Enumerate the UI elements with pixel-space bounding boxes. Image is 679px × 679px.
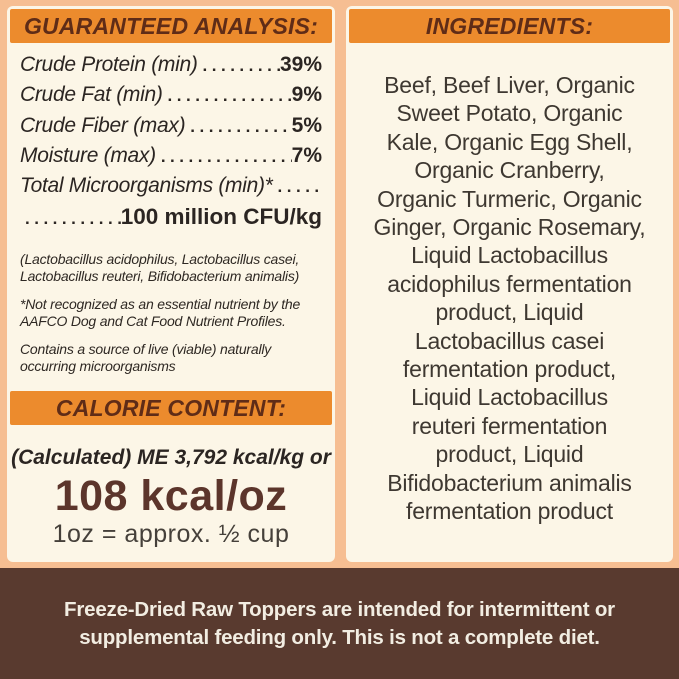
ingredients-line: Ginger, Organic Rosemary, bbox=[373, 214, 646, 241]
ingredients-line: Liquid Lactobacillus bbox=[411, 384, 608, 411]
analysis-row-label: Crude Fiber (max) bbox=[20, 113, 186, 137]
analysis-note-line: AAFCO Dog and Cat Food Nutrient Profiles… bbox=[20, 313, 286, 330]
leader-dots: ............. bbox=[202, 56, 280, 75]
ingredients-line: fermentation product, bbox=[402, 356, 617, 383]
analysis-note-line: Contains a source of live (viable) natur… bbox=[20, 340, 272, 357]
leader-dots: .............. bbox=[25, 209, 121, 229]
analysis-row-value: 7% bbox=[291, 143, 322, 167]
calorie-calculated-line: (Calculated) ME 3,792 kcal/kg or bbox=[11, 446, 331, 469]
leader-dots: .......... bbox=[277, 177, 322, 197]
analysis-row-value: 39% bbox=[279, 53, 322, 76]
analysis-note-line: *Not recognized as an essential nutrient… bbox=[20, 295, 301, 312]
analysis-row: Total Microorganisms (min)*.......... bbox=[20, 174, 322, 204]
ingredients-line: Organic Turmeric, Organic bbox=[377, 185, 642, 212]
ingredients-title: INGREDIENTS: bbox=[425, 12, 594, 39]
ingredients-line: Organic Cranberry, bbox=[414, 157, 605, 184]
analysis-row: Crude Fat (min)..................9% bbox=[20, 83, 322, 113]
ingredients-line: reuteri fermentation bbox=[411, 412, 608, 439]
analysis-note-line: Lactobacillus reuteri, Bifidobacterium a… bbox=[20, 268, 300, 285]
ingredients-line: acidophilus fermentation bbox=[387, 270, 632, 297]
analysis-row-label: Crude Fat (min) bbox=[20, 83, 163, 107]
ingredients-line: Lactobacillus casei bbox=[414, 327, 605, 354]
disclaimer-line: Freeze-Dried Raw Toppers are intended fo… bbox=[64, 597, 615, 621]
footer-disclaimer-bar: Freeze-Dried Raw Toppers are intended fo… bbox=[0, 568, 679, 679]
calorie-content-title: CALORIE CONTENT: bbox=[55, 394, 287, 421]
calorie-serving-line: 1oz = approx. ½ cup bbox=[52, 520, 290, 548]
ingredients-line: Sweet Potato, Organic bbox=[396, 100, 623, 127]
ingredients-line: Kale, Organic Egg Shell, bbox=[386, 128, 633, 155]
ingredients-text: Beef, Beef Liver, Organic Sweet Potato, O… bbox=[346, 43, 673, 526]
analysis-row: ..............100 million CFU/kg bbox=[20, 204, 322, 234]
analysis-row-label: Total Microorganisms (min)* bbox=[20, 174, 273, 198]
analysis-note-line: (Lactobacillus acidophilus, Lactobacillu… bbox=[20, 250, 300, 267]
analysis-note: Contains a source of live (viable) natur… bbox=[20, 341, 322, 376]
analysis-row-value: 9% bbox=[291, 83, 322, 107]
guaranteed-analysis-title: GUARANTEED ANALYSIS: bbox=[23, 12, 319, 39]
ingredients-line: product, Liquid bbox=[435, 441, 584, 468]
analysis-note-line: occurring microorganisms bbox=[20, 358, 176, 375]
ingredients-line: Liquid Lactobacillus bbox=[411, 242, 608, 269]
ingredients-line: Bifidobacterium animalis bbox=[387, 469, 632, 496]
ingredients-panel: INGREDIENTS: Beef, Beef Liver, Organic Sw… bbox=[346, 6, 673, 562]
analysis-rows: Crude Protein (min).............39%Crude… bbox=[7, 43, 335, 235]
ingredients-line: fermentation product bbox=[406, 498, 613, 525]
calorie-content-header: CALORIE CONTENT: bbox=[10, 391, 332, 425]
leader-dots: .................. bbox=[167, 86, 292, 106]
guaranteed-analysis-panel: GUARANTEED ANALYSIS: Crude Protein (min)… bbox=[7, 6, 335, 562]
analysis-row: Crude Fiber (max)................5% bbox=[20, 114, 322, 144]
ingredients-header: INGREDIENTS: bbox=[349, 9, 670, 43]
guaranteed-analysis-header: GUARANTEED ANALYSIS: bbox=[10, 9, 332, 43]
analysis-note: (Lactobacillus acidophilus, Lactobacillu… bbox=[20, 251, 322, 286]
analysis-row: Crude Protein (min).............39% bbox=[20, 53, 322, 83]
calorie-value: 108 kcal/oz bbox=[54, 472, 288, 520]
ingredients-line: product, Liquid bbox=[435, 299, 584, 326]
analysis-note: *Not recognized as an essential nutrient… bbox=[20, 296, 322, 331]
analysis-row-label: Crude Protein (min) bbox=[20, 53, 198, 76]
analysis-notes: (Lactobacillus acidophilus, Lactobacillu… bbox=[7, 235, 335, 376]
leader-dots: ................ bbox=[190, 116, 292, 136]
ingredients-line: Beef, Beef Liver, Organic bbox=[384, 72, 635, 98]
analysis-row: Moisture (max)..................7% bbox=[20, 144, 322, 174]
analysis-row-value: 100 million CFU/kg bbox=[120, 204, 322, 230]
disclaimer-line: supplemental feeding only. This is not a… bbox=[79, 625, 600, 649]
leader-dots: .................. bbox=[160, 146, 292, 166]
disclaimer-text: Freeze-Dried Raw Toppers are intended fo… bbox=[64, 596, 615, 652]
analysis-row-label: Moisture (max) bbox=[20, 143, 156, 167]
analysis-row-value: 5% bbox=[291, 113, 322, 137]
